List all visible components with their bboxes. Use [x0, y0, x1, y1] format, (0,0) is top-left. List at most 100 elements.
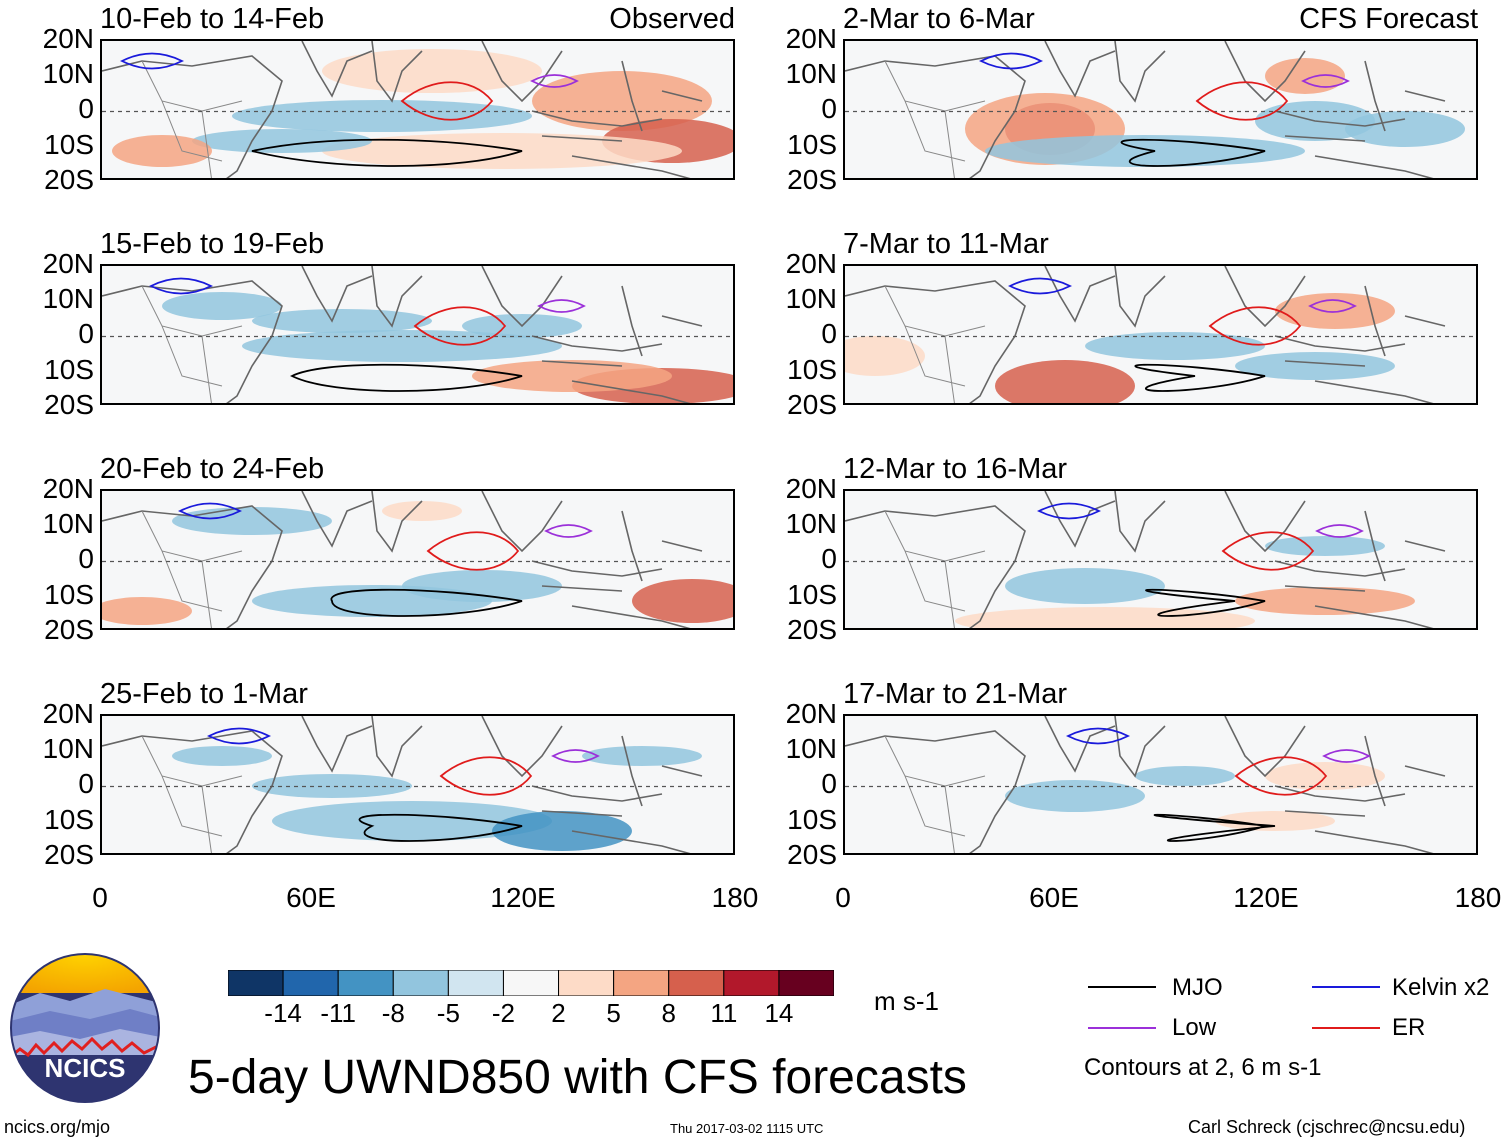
y-tick-label: 20S [787, 614, 837, 645]
colorbar-swatch [447, 969, 504, 997]
y-tick-label: 10S [787, 804, 837, 835]
wind-anomaly-region [322, 49, 542, 93]
legend-label-er: ER [1392, 1014, 1426, 1041]
map-panel [100, 489, 735, 630]
wave-contour [330, 588, 523, 617]
y-tick-label: 20N [785, 698, 837, 729]
panel-title: 17-Mar to 21-Mar [843, 678, 1068, 710]
wave-contour [1065, 727, 1131, 745]
wave-contour [177, 502, 243, 520]
y-tick-label: 10S [787, 129, 837, 160]
wave-contour [1120, 138, 1266, 167]
coastline [845, 41, 1446, 178]
wind-anomaly-region [112, 135, 212, 167]
y-tick-label: 10N [785, 508, 837, 539]
x-tick-label: 60E [1029, 882, 1079, 913]
y-tick-label: 10S [787, 579, 837, 610]
y-tick-label: 0 [821, 768, 837, 799]
wind-anomaly-region [1275, 293, 1395, 329]
colorbar-swatch [337, 969, 394, 997]
legend-line-low [1088, 1027, 1156, 1029]
wave-contour [119, 52, 185, 70]
legend-label-low: Low [1172, 1014, 1217, 1041]
wave-contour [400, 81, 494, 121]
footer-url[interactable]: ncics.org/mjo [4, 1117, 111, 1137]
main-title: 5-day UWND850 with CFS forecasts [188, 1051, 967, 1104]
wave-contour [426, 531, 520, 571]
y-tick-label: 20S [787, 839, 837, 870]
y-tick-label: 10N [785, 58, 837, 89]
wind-anomaly-region [232, 100, 532, 132]
colorbar-swatch [502, 969, 560, 997]
wave-contour [1308, 299, 1357, 313]
y-tick-label: 0 [78, 543, 94, 574]
ncics-logo: NCICS [10, 953, 160, 1103]
wave-contour [1134, 363, 1266, 392]
wave-contour [251, 138, 523, 167]
colorbar-tick: -5 [436, 998, 460, 1028]
wind-anomaly-region [1265, 58, 1345, 94]
y-tick-label: 10N [42, 508, 94, 539]
wind-anomaly-region [252, 309, 432, 333]
y-tick-label: 10N [785, 733, 837, 764]
wave-contour [544, 524, 593, 538]
wind-anomaly-region [242, 330, 562, 362]
y-tick-label: 20S [787, 389, 837, 420]
wind-anomaly-region [985, 135, 1305, 167]
y-tick-label: 10S [44, 579, 94, 610]
wind-anomaly-region [102, 597, 192, 625]
wind-anomaly-region [1345, 111, 1465, 147]
colorbar-swatch [558, 969, 615, 997]
y-tick-label: 20N [42, 248, 94, 279]
colorbar-swatch [227, 969, 284, 997]
wave-contour [537, 299, 586, 313]
x-tick-label: 180 [711, 882, 759, 913]
colorbar-swatch [723, 969, 780, 997]
panel-title: 15-Feb to 19-Feb [100, 228, 325, 260]
wind-anomaly-region [532, 71, 712, 131]
observed-label: Observed [609, 3, 735, 35]
y-tick-label: 20S [44, 164, 94, 195]
x-tick-label: 0 [835, 882, 851, 913]
coastline [102, 41, 703, 178]
wave-contour [1322, 749, 1371, 763]
wave-contour [1221, 531, 1315, 571]
wave-contour [206, 727, 272, 745]
footer-credit: Carl Schreck (cjschrec@ncsu.edu) [1188, 1117, 1466, 1137]
colorbar-swatch [282, 969, 339, 997]
y-tick-label: 0 [78, 768, 94, 799]
wind-anomaly-region [582, 746, 702, 766]
footer-timestamp: Thu 2017-03-02 1115 UTC [670, 1121, 824, 1136]
panel-title: 2-Mar to 6-Mar [843, 3, 1035, 35]
wind-anomaly-region [172, 507, 332, 535]
y-tick-label: 10N [785, 283, 837, 314]
legend-line-er [1312, 1027, 1380, 1029]
map-panel [100, 714, 735, 855]
legend-line-mjo [1088, 986, 1156, 988]
panel-title: 12-Mar to 16-Mar [843, 453, 1068, 485]
map-panel [843, 264, 1478, 405]
wind-anomaly-region [995, 360, 1135, 403]
y-tick-label: 20S [44, 614, 94, 645]
map-panel [843, 489, 1478, 630]
wind-anomaly-region [252, 774, 412, 798]
coastline [102, 491, 703, 628]
map-panel [100, 264, 735, 405]
colorbar-tick: -2 [491, 998, 516, 1028]
wind-anomaly-region [1215, 811, 1335, 831]
wave-contour [1195, 81, 1289, 121]
coastline [102, 716, 703, 853]
y-tick-label: 0 [821, 543, 837, 574]
coastline [845, 491, 1446, 628]
wave-contour [1234, 756, 1328, 796]
wave-contour [1007, 277, 1073, 295]
y-tick-label: 10N [42, 58, 94, 89]
wind-anomaly-region [322, 133, 682, 169]
y-tick-label: 20N [785, 23, 837, 54]
y-tick-label: 10S [787, 354, 837, 385]
wind-anomaly-region [1005, 568, 1165, 604]
y-tick-label: 20N [785, 473, 837, 504]
y-tick-label: 10N [42, 283, 94, 314]
wind-anomaly-region [402, 570, 562, 602]
colorbar-units: m s-1 [874, 986, 939, 1016]
